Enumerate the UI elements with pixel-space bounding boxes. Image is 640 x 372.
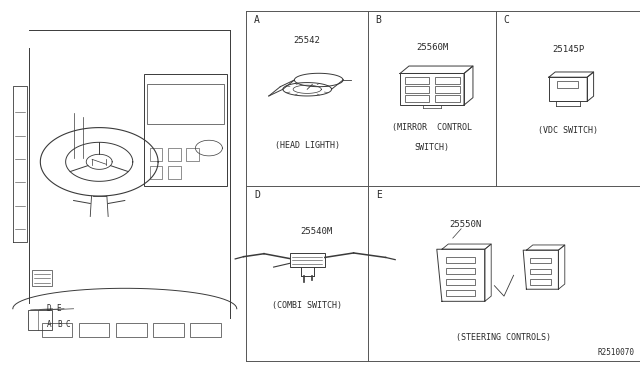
Bar	[147, 84, 224, 124]
Bar	[190, 323, 221, 337]
Bar	[530, 279, 552, 285]
Text: D: D	[254, 190, 260, 200]
Bar	[530, 269, 552, 274]
Bar	[405, 86, 429, 93]
Text: E: E	[56, 304, 61, 312]
Bar	[150, 148, 163, 161]
Text: 25560M: 25560M	[416, 43, 448, 52]
Text: (VDC SWITCH): (VDC SWITCH)	[538, 126, 598, 135]
Bar	[42, 323, 72, 337]
Bar	[405, 95, 429, 102]
Text: E: E	[376, 190, 381, 200]
Text: R2510070: R2510070	[598, 348, 635, 357]
Bar	[400, 73, 464, 105]
Bar	[435, 95, 460, 102]
Text: B: B	[58, 320, 62, 328]
Bar	[168, 166, 180, 179]
Text: A: A	[47, 320, 51, 328]
Text: 25550N: 25550N	[450, 220, 482, 229]
Bar	[548, 77, 588, 101]
Bar	[447, 257, 475, 263]
Text: SWITCH): SWITCH)	[415, 143, 449, 152]
Bar	[79, 323, 109, 337]
Bar	[435, 77, 460, 84]
Text: 25145P: 25145P	[552, 45, 584, 54]
Text: C: C	[504, 15, 509, 25]
Text: D: D	[47, 304, 51, 312]
Bar	[150, 166, 163, 179]
Text: C: C	[66, 320, 70, 328]
Bar	[447, 279, 475, 285]
Text: 25542: 25542	[294, 36, 321, 45]
Bar	[447, 268, 475, 274]
Bar	[153, 323, 184, 337]
Bar	[557, 81, 579, 88]
Text: (MIRROR  CONTROL: (MIRROR CONTROL	[392, 123, 472, 132]
Text: (HEAD LIGHTH): (HEAD LIGHTH)	[275, 141, 340, 150]
Bar	[289, 253, 324, 267]
Text: A: A	[254, 15, 260, 25]
Bar	[28, 310, 52, 330]
Text: 25540M: 25540M	[301, 227, 333, 236]
Bar	[116, 323, 147, 337]
Bar	[530, 258, 552, 263]
Bar	[186, 148, 199, 161]
Text: (COMBI SWITCH): (COMBI SWITCH)	[272, 301, 342, 310]
Text: B: B	[376, 15, 381, 25]
Bar	[168, 148, 180, 161]
Bar	[144, 74, 227, 186]
Bar	[405, 77, 429, 84]
Bar	[447, 290, 475, 296]
Text: (STEERING CONTROLS): (STEERING CONTROLS)	[456, 333, 552, 342]
Bar	[32, 270, 52, 286]
Bar	[435, 86, 460, 93]
